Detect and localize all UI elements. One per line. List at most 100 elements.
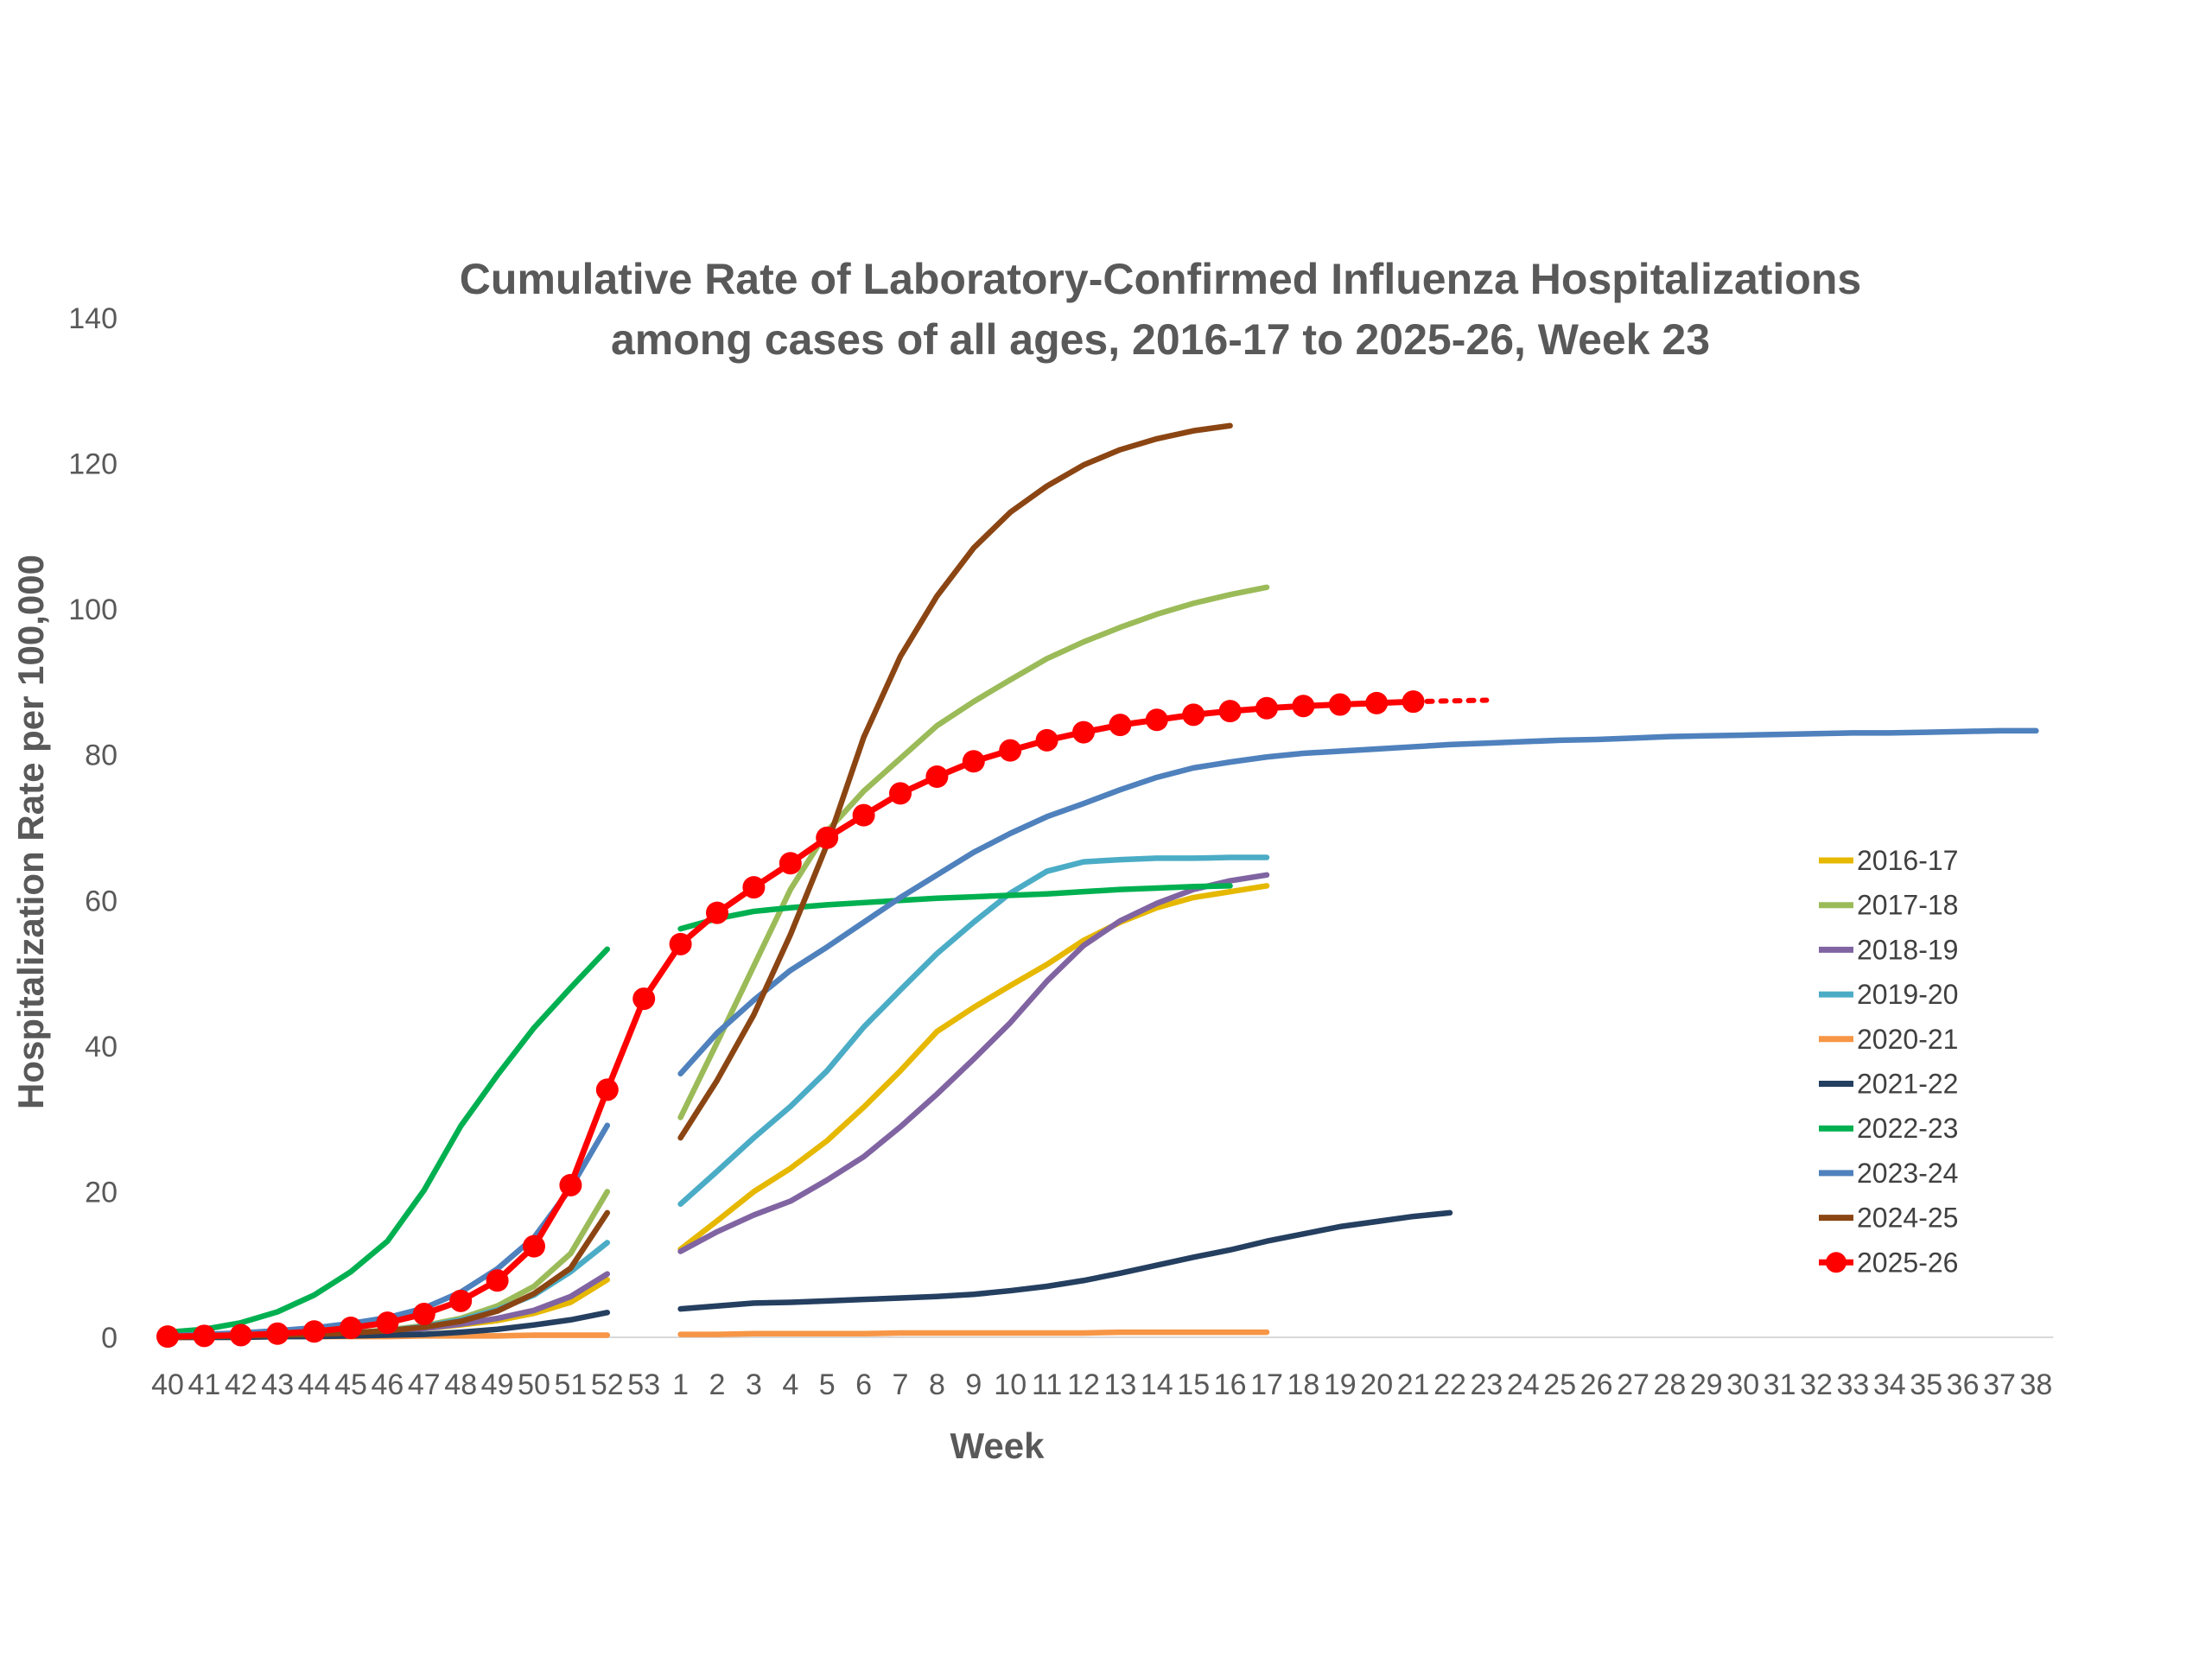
data-point xyxy=(999,739,1022,762)
y-tick-label: 40 xyxy=(85,1031,118,1063)
x-tick-label: 2 xyxy=(709,1368,726,1401)
x-tick-label: 42 xyxy=(225,1368,257,1401)
series-line xyxy=(677,422,1233,1141)
data-point xyxy=(340,1317,362,1340)
x-tick-label: 29 xyxy=(1690,1368,1723,1401)
legend-item: 2018-19 xyxy=(1819,934,1958,965)
data-point xyxy=(669,932,692,955)
data-point xyxy=(156,1325,179,1349)
projection-line xyxy=(1410,697,1490,705)
data-point xyxy=(1328,693,1351,716)
data-point xyxy=(302,1320,326,1343)
x-tick-label: 19 xyxy=(1324,1368,1357,1401)
series-lines xyxy=(156,422,2039,1349)
x-tick-label: 48 xyxy=(444,1368,477,1401)
x-tick-label: 9 xyxy=(965,1368,982,1401)
data-point xyxy=(1109,714,1132,737)
x-tick-label: 37 xyxy=(1983,1368,2016,1401)
legend-item: 2020-21 xyxy=(1819,1024,1958,1055)
legend-label: 2025-26 xyxy=(1857,1247,1958,1278)
legend-item: 2025-26 xyxy=(1819,1247,1958,1278)
data-point xyxy=(962,750,985,773)
data-point xyxy=(1182,703,1205,727)
legend-label: 2020-21 xyxy=(1857,1024,1958,1055)
y-tick-label: 20 xyxy=(85,1176,118,1209)
x-tick-label: 49 xyxy=(481,1368,514,1401)
x-tick-label: 11 xyxy=(1032,1368,1062,1401)
data-point xyxy=(486,1269,509,1292)
series-line xyxy=(164,946,611,1336)
x-tick-label: 45 xyxy=(334,1368,367,1401)
x-tick-label: 21 xyxy=(1397,1368,1430,1401)
data-point xyxy=(1292,695,1315,718)
chart-subtitle: among cases of all ages, 2016-17 to 2025… xyxy=(611,315,1710,364)
x-tick-label: 27 xyxy=(1617,1368,1649,1401)
data-point xyxy=(1072,720,1095,744)
data-point xyxy=(376,1311,399,1335)
data-point xyxy=(632,987,656,1011)
x-tick-label: 52 xyxy=(591,1368,624,1401)
series-2024-25 xyxy=(164,422,1233,1341)
x-tick-label: 36 xyxy=(1947,1368,1980,1401)
x-tick-label: 3 xyxy=(746,1368,762,1401)
legend-item: 2023-24 xyxy=(1819,1158,1958,1189)
series-line xyxy=(677,872,1270,1254)
data-point xyxy=(523,1235,545,1258)
data-point xyxy=(925,765,949,788)
series-line xyxy=(677,584,1270,1120)
x-tick-label: 10 xyxy=(994,1368,1027,1401)
x-tick-label: 1 xyxy=(672,1368,689,1401)
x-tick-label: 18 xyxy=(1287,1368,1319,1401)
x-tick-label: 47 xyxy=(408,1368,441,1401)
x-tick-label: 24 xyxy=(1507,1368,1540,1401)
series-line xyxy=(164,698,1417,1340)
series-line xyxy=(677,727,2039,1077)
legend-item: 2022-23 xyxy=(1819,1113,1958,1144)
legend-marker xyxy=(1826,1252,1847,1273)
data-point xyxy=(706,901,728,924)
data-point xyxy=(1365,691,1389,714)
x-tick-label: 28 xyxy=(1653,1368,1686,1401)
chart-title: Cumulative Rate of Laboratory-Confirmed … xyxy=(460,255,1861,303)
data-point xyxy=(412,1303,435,1326)
x-tick-label: 43 xyxy=(261,1368,294,1401)
legend-label: 2021-22 xyxy=(1857,1069,1958,1100)
y-tick-label: 60 xyxy=(85,885,118,917)
legend-label: 2023-24 xyxy=(1857,1158,1958,1189)
legend-label: 2019-20 xyxy=(1857,979,1958,1010)
x-tick-label: 12 xyxy=(1067,1368,1100,1401)
series-2018-19 xyxy=(164,872,1270,1341)
y-tick-label: 0 xyxy=(101,1322,118,1355)
y-tick-label: 80 xyxy=(85,739,118,772)
x-tick-label: 7 xyxy=(893,1368,909,1401)
x-tick-label: 25 xyxy=(1543,1368,1576,1401)
data-point xyxy=(1218,700,1242,723)
data-point xyxy=(193,1324,216,1348)
x-tick-label: 34 xyxy=(1873,1368,1906,1401)
series-2021-22 xyxy=(164,1209,1453,1341)
series-line xyxy=(677,1329,1270,1337)
y-tick-label: 100 xyxy=(68,593,118,626)
legend-item: 2024-25 xyxy=(1819,1203,1958,1234)
x-tick-label: 5 xyxy=(819,1368,836,1401)
legend-item: 2017-18 xyxy=(1819,890,1958,921)
legend-label: 2016-17 xyxy=(1857,845,1958,876)
x-tick-label: 35 xyxy=(1910,1368,1942,1401)
x-tick-label: 30 xyxy=(1726,1368,1759,1401)
x-tick-label: 50 xyxy=(518,1368,550,1401)
x-axis-title: Week xyxy=(950,1425,1046,1466)
x-tick-label: 31 xyxy=(1764,1368,1796,1401)
data-point xyxy=(889,782,912,805)
x-tick-label: 17 xyxy=(1250,1368,1283,1401)
x-tick-label: 41 xyxy=(188,1368,220,1401)
series-2022-23 xyxy=(164,883,1233,1336)
series-2023-24 xyxy=(164,727,2039,1339)
data-point xyxy=(595,1078,619,1101)
data-point xyxy=(742,876,766,899)
x-tick-label: 4 xyxy=(782,1368,798,1401)
data-point xyxy=(559,1173,582,1196)
data-point xyxy=(816,826,839,849)
